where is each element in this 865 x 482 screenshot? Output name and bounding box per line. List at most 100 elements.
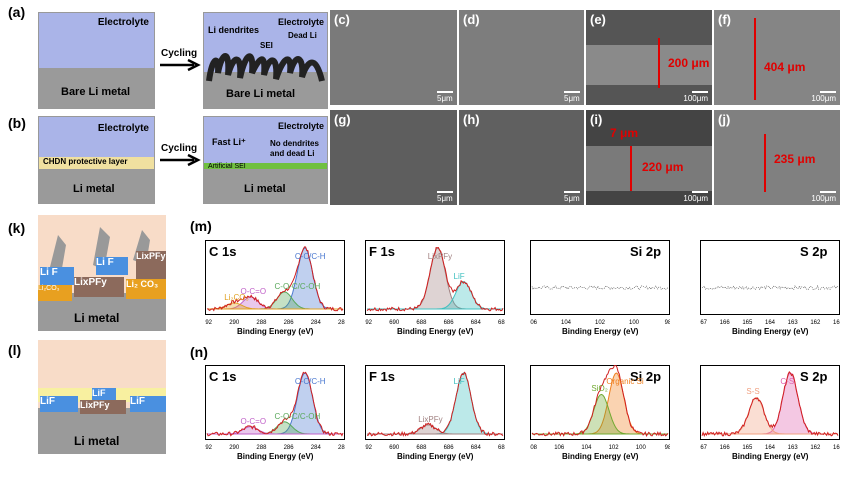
xps-chart-n-5: 692 690 688 686 684 682 F 1s LiF LixPFy Binding E… <box>365 365 505 462</box>
bare-li-label: Bare Li metal <box>61 86 131 98</box>
sem-tag: (h) <box>463 112 480 127</box>
chart-title: S 2p <box>800 369 828 384</box>
fit-envelope <box>366 371 504 437</box>
sem-image-e: (e) 200 μm 100μm <box>586 10 712 105</box>
fit-envelope <box>366 247 504 312</box>
chart-svg: 692 690 688 686 684 682 <box>365 240 505 326</box>
chart-title: F 1s <box>369 244 396 259</box>
panel-a-left-schematic: Electrolyte Bare Li metal <box>38 12 155 109</box>
no-dendrites-label: No dendrites <box>270 139 319 148</box>
lif-f: F <box>51 267 58 278</box>
peak-label: LixPFy <box>418 414 443 424</box>
tick-label: 284 <box>311 445 322 451</box>
xps-chart-m-2: 106 104 102 100 98 Si 2p Binding Energy (eV) <box>530 240 670 337</box>
fit-envelope <box>206 371 344 437</box>
tick-label: 690 <box>389 320 400 326</box>
sem-image-h: (h) 5μm <box>459 110 584 205</box>
tick-label: 166 <box>720 445 731 451</box>
xps-chart-n-7: 167 166 165 164 163 162 161 S 2p C-S S-S Binding E… <box>700 365 840 462</box>
chart-svg: 106 104 102 100 98 <box>530 240 670 326</box>
li-metal-b-right-label: Li metal <box>244 183 286 195</box>
peak-sio- <box>532 393 668 435</box>
chart-title: C 1s <box>209 369 237 384</box>
scale-bar: 5μm <box>437 91 453 103</box>
tick-label: 688 <box>416 320 427 326</box>
peak-label: O-C=O <box>240 286 267 296</box>
tick-label: 98 <box>665 320 670 326</box>
tick-label: 692 <box>365 445 373 451</box>
chart-svg: 692 690 688 686 684 682 <box>365 365 505 451</box>
tick-label: 290 <box>229 320 240 326</box>
sem-image-d: (d) 5μm <box>459 10 584 105</box>
plot-frame <box>530 240 670 315</box>
tick-label: 102 <box>595 320 606 326</box>
tick-label: 162 <box>810 320 821 326</box>
chart-svg: 292 290 288 286 284 282 <box>205 240 345 326</box>
chart-svg: 108 106 104 102 100 98 <box>530 365 670 451</box>
tick-label: 106 <box>554 445 565 451</box>
li-metal-k-label: Li metal <box>74 311 120 325</box>
xps-chart-m-1: 692 690 688 686 684 682 F 1s LixPFy LiF Binding E… <box>365 240 505 337</box>
thickness-measure: 200 μm <box>668 56 710 70</box>
tick-label: 686 <box>444 445 455 451</box>
tick-label: 282 <box>338 320 345 326</box>
x-axis-label: Binding Energy (eV) <box>237 452 314 461</box>
peak-label: LiF <box>453 271 465 281</box>
tick-label: 165 <box>742 320 753 326</box>
panel-k-schematic: Li F Li F LixPFy Li₂CO₃ LixPFy Li₂ CO₃ L… <box>38 215 166 331</box>
panel-b-right-schematic: Electrolyte Fast Li⁺ No dendrites and de… <box>203 116 328 204</box>
sem-tag: (e) <box>590 12 606 27</box>
panel-l-schematic: LiF LiF LixPFy LiF Li metal <box>38 340 166 454</box>
panel-k-label: (k) <box>8 220 26 236</box>
tick-label: 100 <box>636 445 647 451</box>
fit-envelope <box>206 246 344 312</box>
tick-label: 102 <box>609 445 620 451</box>
fit-envelope <box>531 365 669 437</box>
sem-tag: (d) <box>463 12 480 27</box>
sem-tag: (f) <box>718 12 731 27</box>
plot-frame <box>700 240 840 315</box>
tick-label: 164 <box>765 445 776 451</box>
li2co3-block: Li₂CO₃ <box>38 285 72 301</box>
electrolyte-label: Electrolyte <box>97 17 149 28</box>
chdn-label: CHDN protective layer <box>43 157 128 166</box>
lif-block: LiF <box>40 396 78 412</box>
chart-svg: 167 166 165 164 163 162 161 <box>700 365 840 451</box>
peak-label: C-C/C-H <box>294 252 326 261</box>
peak-label: C-S <box>780 377 795 386</box>
cycling-label-a: Cycling <box>161 48 198 59</box>
x-axis-label: Binding Energy (eV) <box>562 327 639 336</box>
tick-label: 286 <box>284 320 295 326</box>
xps-chart-m-0: 292 290 288 286 284 282 C 1s C-C/C-H C-O-C/C-OH O… <box>205 240 345 337</box>
chart-svg: 167 166 165 164 163 162 161 <box>700 240 840 326</box>
lipf-block: LixPFy <box>136 251 166 279</box>
tick-label: 682 <box>498 320 505 326</box>
right-electrolyte-b-label: Electrolyte <box>277 121 324 131</box>
artificial-sei-label: Artificial SEI <box>208 163 246 170</box>
lipf-block: LixPFy <box>74 277 124 297</box>
chart-title: Si 2p <box>630 369 662 384</box>
layer-measure: 7 μm <box>610 126 639 140</box>
dendrites-label: Li dendrites <box>208 25 260 35</box>
xps-chart-m-3: 167 166 165 164 163 162 161 S 2p Binding Energy … <box>700 240 840 337</box>
electrolyte-b-label: Electrolyte <box>97 123 149 134</box>
tick-label: 684 <box>471 445 482 451</box>
scale-bar: 5μm <box>437 191 453 203</box>
chart-title: C 1s <box>209 244 237 259</box>
peak-label: Organic Si <box>606 377 644 386</box>
peak-label: LiF <box>453 377 465 386</box>
lif-li: Li <box>96 257 105 268</box>
tick-label: 167 <box>700 320 708 326</box>
sem-image-j: (j) 235 μm 100μm <box>714 110 840 205</box>
tick-label: 682 <box>498 445 505 451</box>
tick-label: 165 <box>742 445 753 451</box>
peak-label: C-O-C/C-OH <box>274 281 321 291</box>
bare-li-right-label: Bare Li metal <box>226 88 296 100</box>
tick-label: 100 <box>629 320 640 326</box>
scale-bar: 5μm <box>564 91 580 103</box>
panel-m-label: (m) <box>190 218 212 234</box>
x-axis-label: Binding Energy (eV) <box>732 327 809 336</box>
tick-label: 104 <box>581 445 592 451</box>
x-axis-label: Binding Energy (eV) <box>562 452 639 461</box>
